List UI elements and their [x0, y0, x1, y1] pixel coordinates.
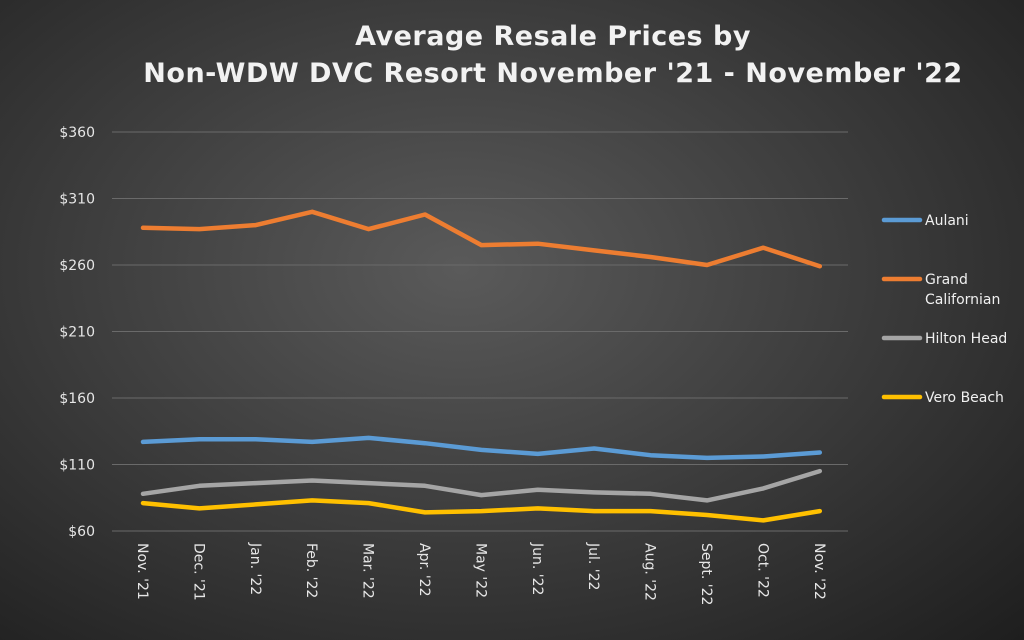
x-tick-label: Dec. '21 [190, 543, 206, 601]
legend-item-aulani: Aulani [881, 213, 969, 229]
legend-label: Hilton Head [925, 331, 1007, 347]
x-axis-ticks: Nov. '21 Dec. '21 Jan. '22 Feb. '22 Mar. '22… [134, 542, 827, 605]
legend-item-hilton-head: Hilton Head [881, 331, 1007, 347]
chart-title-line-2: Non-WDW DVC Resort November '21 - Novemb… [143, 58, 962, 89]
x-tick-label: Oct. '22 [754, 543, 770, 598]
x-tick-label: Sept. '22 [698, 543, 714, 605]
y-tick-label: $110 [59, 458, 95, 474]
x-tick-label: Jan. '22 [247, 542, 263, 595]
y-tick-label: $210 [59, 325, 95, 341]
legend-label: Californian [925, 292, 1000, 308]
x-tick-label: Feb. '22 [303, 543, 319, 598]
series-line-aulani [140, 435, 823, 461]
series-line-grand-californian [140, 209, 823, 269]
y-tick-label: $310 [59, 192, 95, 208]
x-tick-label: Mar. '22 [360, 543, 376, 599]
x-tick-label: Jun. '22 [529, 542, 545, 595]
series-line-vero-beach [140, 498, 823, 523]
legend-label: Grand [925, 272, 968, 288]
x-tick-label: Jul. '22 [585, 542, 601, 590]
legend: Aulani Grand Californian Hilton Head Vero Be… [881, 213, 1007, 406]
y-tick-label: $60 [68, 524, 95, 540]
x-tick-label: Aug. '22 [642, 543, 658, 601]
y-axis-ticks: $60 $110 $160 $210 $260 $310 $360 [59, 125, 95, 540]
y-tick-label: $160 [59, 391, 95, 407]
y-tick-label: $360 [59, 125, 95, 141]
legend-item-vero-beach: Vero Beach [881, 390, 1004, 406]
series-line-hilton-head [140, 468, 823, 503]
chart-title: Average Resale Prices by Non-WDW DVC Res… [143, 21, 962, 89]
x-tick-label: Nov. '21 [134, 543, 150, 600]
legend-item-grand-californian: Grand Californian [881, 272, 1000, 308]
x-tick-label: Nov. '22 [811, 543, 827, 600]
legend-label: Aulani [925, 213, 969, 229]
x-tick-label: May '22 [472, 543, 488, 598]
x-tick-label: Apr. '22 [416, 543, 432, 597]
series-lines [140, 209, 823, 523]
gridlines [112, 131, 848, 532]
legend-label: Vero Beach [925, 390, 1004, 406]
y-tick-label: $260 [59, 258, 95, 274]
chart-title-line-1: Average Resale Prices by [355, 21, 751, 52]
